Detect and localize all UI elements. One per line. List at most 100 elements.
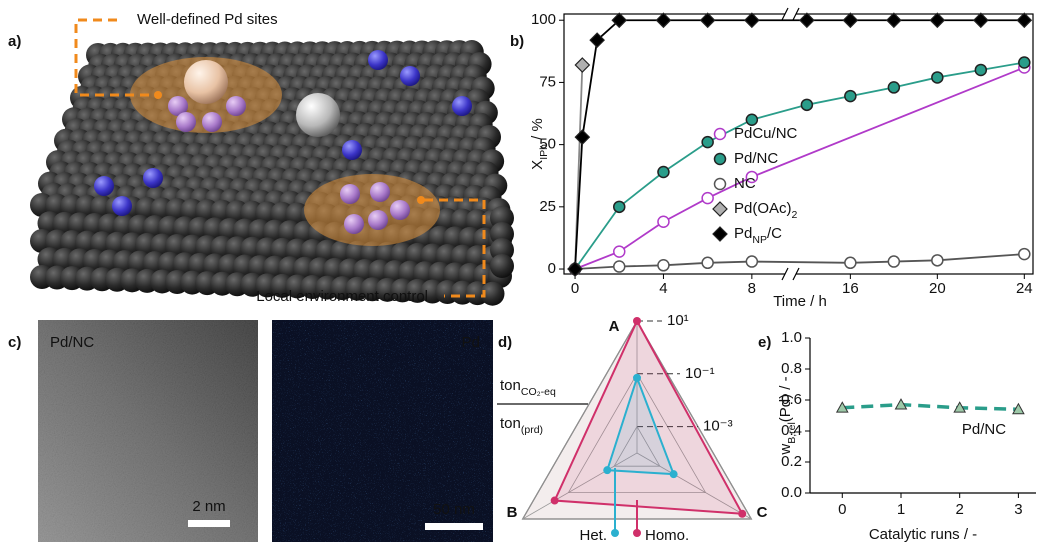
marker	[800, 13, 814, 27]
y-axis-label-part: X	[529, 160, 546, 170]
panel-label: d)	[498, 334, 512, 351]
series-line	[575, 67, 1024, 269]
cu-atom	[184, 60, 228, 104]
marker	[974, 13, 988, 27]
panel-label: c)	[8, 334, 21, 351]
marker	[932, 72, 943, 83]
panel-b-chart: 0255075100048162024Time / hXIPh / %PdCu/…	[529, 8, 1033, 310]
callout-text: Local environment control	[256, 288, 428, 305]
y-axis-label-part: B,rel	[786, 422, 798, 444]
legend-label-part: Pd	[734, 225, 752, 242]
marker	[801, 99, 812, 110]
marker	[887, 13, 901, 27]
legend-marker	[715, 154, 726, 165]
legend-label: Het.	[579, 527, 607, 542]
panel-label: e)	[758, 334, 771, 351]
pd-atom	[112, 196, 132, 216]
y-axis-label-part: w	[777, 444, 794, 456]
pd-atom	[226, 96, 246, 116]
legend-label-part: 2	[792, 209, 798, 221]
pd-atom	[202, 112, 222, 132]
marker	[746, 256, 757, 267]
image-label: Pd	[462, 334, 480, 351]
axis-label-denominator-part: (prd)	[521, 424, 543, 436]
panel-d-chart: 10¹10⁻¹10⁻³ABCtonCO₂-eqton(prd)Het.Homo.	[497, 312, 768, 542]
legend-label: Pd(OAc)2	[734, 200, 798, 221]
series-line	[842, 405, 1018, 410]
legend-marker	[715, 179, 726, 190]
legend-label: PdNP/C	[734, 225, 782, 246]
x-tick-label: 16	[842, 280, 859, 297]
x-tick-label: 2	[956, 501, 964, 518]
axis-label-numerator-part: CO₂-eq	[521, 386, 556, 398]
series-line	[575, 20, 1024, 269]
r-tick-label: 10⁻³	[703, 418, 733, 435]
radar-point	[633, 317, 641, 325]
axis-label-denominator-part: ton	[500, 415, 521, 432]
panel-label: a)	[8, 33, 21, 50]
marker	[658, 166, 669, 177]
x-tick-label: 24	[1016, 280, 1033, 297]
r-tick-label: 10¹	[667, 312, 689, 329]
marker	[888, 256, 899, 267]
legend-marker	[713, 227, 727, 241]
marker	[658, 260, 669, 271]
pd-atom	[452, 96, 472, 116]
r-tick-label: 10⁻¹	[685, 365, 715, 382]
x-axis-label: Time / h	[773, 293, 827, 310]
scale-bar	[425, 523, 483, 530]
y-tick-label: 75	[539, 73, 556, 90]
page: Well-defined Pd sites Local environment c…	[0, 0, 1041, 542]
y-tick-label: 25	[539, 198, 556, 215]
y-axis-label-part: (Pd) / -	[777, 376, 794, 422]
callout-text: Well-defined Pd sites	[137, 11, 278, 28]
y-axis-label-part: IPh	[538, 144, 550, 160]
pd-atom	[368, 210, 388, 230]
x-tick-label: 1	[897, 501, 905, 518]
pd-atom	[400, 66, 420, 86]
plot-frame	[564, 14, 1033, 274]
marker	[843, 13, 857, 27]
legend-marker	[715, 129, 726, 140]
callout-dot	[417, 196, 425, 204]
radar-point	[603, 466, 611, 474]
annotation: Pd/NC	[962, 421, 1006, 438]
callout-dot	[154, 91, 162, 99]
x-tick-label: 3	[1014, 501, 1022, 518]
marker	[845, 91, 856, 102]
y-tick-label: 0	[548, 260, 556, 277]
y-axis-label: wB,rel(Pd) / -	[777, 376, 798, 455]
legend-dot	[633, 529, 641, 537]
x-tick-label: 8	[748, 280, 756, 297]
x-axis-label: Catalytic runs / -	[869, 526, 977, 542]
x-tick-label: 0	[571, 280, 579, 297]
axis-label-numerator: tonCO₂-eq	[500, 377, 556, 398]
marker	[746, 114, 757, 125]
marker	[702, 257, 713, 268]
radar-point	[633, 374, 641, 382]
radar-point	[738, 510, 746, 518]
pd-atom	[368, 50, 388, 70]
axis-name: B	[507, 504, 518, 521]
marker	[932, 255, 943, 266]
marker	[1019, 249, 1030, 260]
y-tick-label: 0.8	[781, 360, 802, 377]
legend-dot	[611, 529, 619, 537]
axis-name: A	[609, 318, 620, 335]
scale-label: 2 nm	[192, 498, 225, 515]
x-tick-label: 0	[838, 501, 846, 518]
x-tick-label: 20	[929, 280, 946, 297]
marker	[888, 82, 899, 93]
y-tick-label: 100	[531, 11, 556, 28]
marker	[701, 13, 715, 27]
marker	[845, 257, 856, 268]
pd-atom	[390, 200, 410, 220]
marker	[614, 246, 625, 257]
marker	[702, 137, 713, 148]
pd-atom	[370, 182, 390, 202]
legend-label: Homo.	[645, 527, 689, 542]
legend-marker	[713, 202, 727, 216]
pd-atom	[94, 176, 114, 196]
legend-label-part: /C	[767, 225, 782, 242]
